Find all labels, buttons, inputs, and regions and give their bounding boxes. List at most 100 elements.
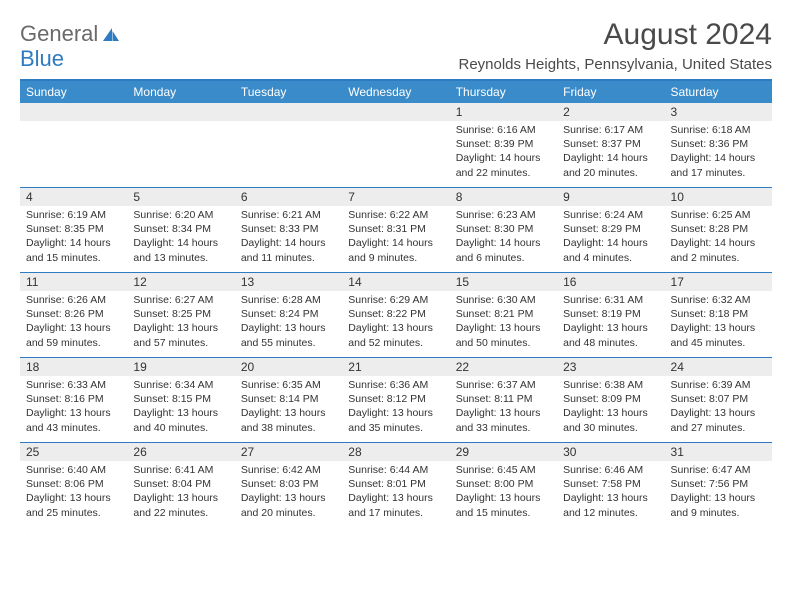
daylight-line: Daylight: 13 hours and 30 minutes. <box>563 406 658 434</box>
sunset-line: Sunset: 8:07 PM <box>671 392 766 406</box>
day-number: 28 <box>342 442 449 461</box>
day-cell: 9Sunrise: 6:24 AMSunset: 8:29 PMDaylight… <box>557 187 664 272</box>
sunset-line: Sunset: 8:22 PM <box>348 307 443 321</box>
day-number: 4 <box>20 187 127 206</box>
sunrise-line: Sunrise: 6:25 AM <box>671 208 766 222</box>
day-body: Sunrise: 6:38 AMSunset: 8:09 PMDaylight:… <box>557 376 664 442</box>
sunrise-line: Sunrise: 6:21 AM <box>241 208 336 222</box>
day-header: Wednesday <box>342 81 449 103</box>
sunset-line: Sunset: 8:19 PM <box>563 307 658 321</box>
day-body: Sunrise: 6:29 AMSunset: 8:22 PMDaylight:… <box>342 291 449 357</box>
daylight-line: Daylight: 13 hours and 57 minutes. <box>133 321 228 349</box>
day-body: Sunrise: 6:44 AMSunset: 8:01 PMDaylight:… <box>342 461 449 527</box>
day-body: Sunrise: 6:46 AMSunset: 7:58 PMDaylight:… <box>557 461 664 527</box>
sunset-line: Sunset: 8:11 PM <box>456 392 551 406</box>
sunset-line: Sunset: 8:21 PM <box>456 307 551 321</box>
daylight-line: Daylight: 13 hours and 22 minutes. <box>133 491 228 519</box>
day-body-empty <box>235 121 342 187</box>
day-cell <box>342 103 449 187</box>
day-cell: 26 Sunrise: 6:41 AMSunset: 8:04 PMDayligh… <box>127 442 234 527</box>
sunset-line: Sunset: 8:29 PM <box>563 222 658 236</box>
sunrise-line: Sunrise: 6:22 AM <box>348 208 443 222</box>
sunrise-line: Sunrise: 6:42 AM <box>241 463 336 477</box>
daylight-line: Daylight: 14 hours and 17 minutes. <box>671 151 766 179</box>
sunrise-line: Sunrise: 6:33 AM <box>26 378 121 392</box>
sunset-line: Sunset: 8:03 PM <box>241 477 336 491</box>
day-number-empty <box>127 103 234 121</box>
sunrise-line: Sunrise: 6:29 AM <box>348 293 443 307</box>
daylight-line: Daylight: 13 hours and 48 minutes. <box>563 321 658 349</box>
daylight-line: Daylight: 13 hours and 17 minutes. <box>348 491 443 519</box>
daylight-line: Daylight: 13 hours and 25 minutes. <box>26 491 121 519</box>
day-body: Sunrise: 6:20 AMSunset: 8:34 PMDaylight:… <box>127 206 234 272</box>
logo-text-blue: Blue <box>20 46 64 71</box>
sunrise-line: Sunrise: 6:20 AM <box>133 208 228 222</box>
daylight-line: Daylight: 13 hours and 35 minutes. <box>348 406 443 434</box>
sunrise-line: Sunrise: 6:39 AM <box>671 378 766 392</box>
logo: GeneralBlue <box>20 18 122 70</box>
sunset-line: Sunset: 8:09 PM <box>563 392 658 406</box>
day-cell: 10Sunrise: 6:25 AMSunset: 8:28 PMDayligh… <box>665 187 772 272</box>
day-header-row: Sunday Monday Tuesday Wednesday Thursday… <box>20 81 772 103</box>
sunrise-line: Sunrise: 6:17 AM <box>563 123 658 137</box>
daylight-line: Daylight: 14 hours and 4 minutes. <box>563 236 658 264</box>
day-number: 26 <box>127 442 234 461</box>
day-body: Sunrise: 6:42 AMSunset: 8:03 PMDaylight:… <box>235 461 342 527</box>
day-cell: 21Sunrise: 6:36 AMSunset: 8:12 PMDayligh… <box>342 357 449 442</box>
day-number: 18 <box>20 357 127 376</box>
daylight-line: Daylight: 13 hours and 55 minutes. <box>241 321 336 349</box>
day-body: Sunrise: 6:23 AMSunset: 8:30 PMDaylight:… <box>450 206 557 272</box>
sunrise-line: Sunrise: 6:45 AM <box>456 463 551 477</box>
sunrise-line: Sunrise: 6:38 AM <box>563 378 658 392</box>
sunset-line: Sunset: 8:35 PM <box>26 222 121 236</box>
daylight-line: Daylight: 13 hours and 27 minutes. <box>671 406 766 434</box>
day-number: 6 <box>235 187 342 206</box>
daylight-line: Daylight: 13 hours and 40 minutes. <box>133 406 228 434</box>
day-cell <box>20 103 127 187</box>
day-body: Sunrise: 6:27 AMSunset: 8:25 PMDaylight:… <box>127 291 234 357</box>
sunrise-line: Sunrise: 6:44 AM <box>348 463 443 477</box>
day-number: 9 <box>557 187 664 206</box>
calendar-week: 18Sunrise: 6:33 AMSunset: 8:16 PMDayligh… <box>20 357 772 442</box>
sunrise-line: Sunrise: 6:41 AM <box>133 463 228 477</box>
sunset-line: Sunset: 7:58 PM <box>563 477 658 491</box>
day-cell: 31Sunrise: 6:47 AMSunset: 7:56 PMDayligh… <box>665 442 772 527</box>
day-number: 3 <box>665 103 772 121</box>
day-body: Sunrise: 6:19 AMSunset: 8:35 PMDaylight:… <box>20 206 127 272</box>
day-cell: 27Sunrise: 6:42 AMSunset: 8:03 PMDayligh… <box>235 442 342 527</box>
sunset-line: Sunset: 8:36 PM <box>671 137 766 151</box>
sunrise-line: Sunrise: 6:35 AM <box>241 378 336 392</box>
daylight-line: Daylight: 13 hours and 59 minutes. <box>26 321 121 349</box>
day-number: 16 <box>557 272 664 291</box>
daylight-line: Daylight: 13 hours and 33 minutes. <box>456 406 551 434</box>
day-body: Sunrise: 6:17 AMSunset: 8:37 PMDaylight:… <box>557 121 664 187</box>
day-number: 13 <box>235 272 342 291</box>
day-cell: 20Sunrise: 6:35 AMSunset: 8:14 PMDayligh… <box>235 357 342 442</box>
day-body: Sunrise: 6:36 AMSunset: 8:12 PMDaylight:… <box>342 376 449 442</box>
calendar-week: 4Sunrise: 6:19 AMSunset: 8:35 PMDaylight… <box>20 187 772 272</box>
day-body: Sunrise: 6:45 AMSunset: 8:00 PMDaylight:… <box>450 461 557 527</box>
day-cell: 28Sunrise: 6:44 AMSunset: 8:01 PMDayligh… <box>342 442 449 527</box>
sunset-line: Sunset: 8:12 PM <box>348 392 443 406</box>
calendar-table: Sunday Monday Tuesday Wednesday Thursday… <box>20 81 772 527</box>
day-number: 22 <box>450 357 557 376</box>
day-cell: 22Sunrise: 6:37 AMSunset: 8:11 PMDayligh… <box>450 357 557 442</box>
day-body: Sunrise: 6:39 AMSunset: 8:07 PMDaylight:… <box>665 376 772 442</box>
day-cell: 19Sunrise: 6:34 AMSunset: 8:15 PMDayligh… <box>127 357 234 442</box>
daylight-line: Daylight: 14 hours and 13 minutes. <box>133 236 228 264</box>
sunrise-line: Sunrise: 6:27 AM <box>133 293 228 307</box>
day-number: 7 <box>342 187 449 206</box>
month-title: August 2024 <box>458 18 772 52</box>
sunset-line: Sunset: 8:04 PM <box>133 477 228 491</box>
day-body: Sunrise: 6:16 AMSunset: 8:39 PMDaylight:… <box>450 121 557 187</box>
day-number: 10 <box>665 187 772 206</box>
day-body: Sunrise: 6:47 AMSunset: 7:56 PMDaylight:… <box>665 461 772 527</box>
day-number: 29 <box>450 442 557 461</box>
day-body: Sunrise: 6:25 AMSunset: 8:28 PMDaylight:… <box>665 206 772 272</box>
day-number: 12 <box>127 272 234 291</box>
day-cell: 11Sunrise: 6:26 AMSunset: 8:26 PMDayligh… <box>20 272 127 357</box>
day-header: Monday <box>127 81 234 103</box>
day-number: 24 <box>665 357 772 376</box>
day-cell: 12Sunrise: 6:27 AMSunset: 8:25 PMDayligh… <box>127 272 234 357</box>
day-body-empty <box>342 121 449 187</box>
